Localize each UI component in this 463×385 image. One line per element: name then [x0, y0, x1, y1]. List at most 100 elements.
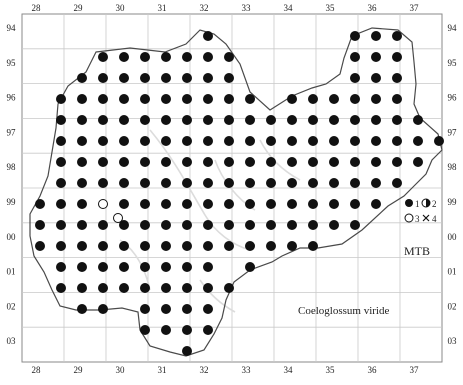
- y-axis-label: 98: [7, 162, 17, 172]
- occurrence-dot: [392, 73, 402, 83]
- occurrence-dot: [77, 262, 87, 272]
- occurrence-dot: [140, 325, 150, 335]
- x-axis-label: 32: [200, 3, 209, 13]
- occurrence-dot: [56, 94, 66, 104]
- occurrence-dot: [161, 94, 171, 104]
- occurrence-dot: [371, 73, 381, 83]
- occurrence-dot: [308, 220, 318, 230]
- occurrence-dot: [392, 94, 402, 104]
- y-axis-label: 02: [7, 301, 16, 311]
- occurrence-dot: [119, 241, 129, 251]
- occurrence-dot: [245, 157, 255, 167]
- occurrence-dot: [98, 52, 108, 62]
- occurrence-dot: [161, 304, 171, 314]
- occurrence-dot: [287, 199, 297, 209]
- occurrence-dot: [98, 73, 108, 83]
- occurrence-dot: [161, 241, 171, 251]
- occurrence-dot: [203, 73, 213, 83]
- occurrence-dot: [119, 136, 129, 146]
- occurrence-dot: [119, 199, 129, 209]
- occurrence-dot: [287, 157, 297, 167]
- occurrence-dot: [203, 157, 213, 167]
- occurrence-dot: [77, 73, 87, 83]
- occurrence-dot: [77, 94, 87, 104]
- occurrence-dot: [329, 199, 339, 209]
- occurrence-dot: [287, 136, 297, 146]
- legend-symbol-1: [405, 199, 413, 207]
- occurrence-dot: [182, 325, 192, 335]
- occurrence-dot: [245, 178, 255, 188]
- occurrence-dot: [140, 157, 150, 167]
- occurrence-dot: [56, 220, 66, 230]
- occurrence-dot: [266, 178, 276, 188]
- occurrence-dot: [308, 115, 318, 125]
- occurrence-dot: [140, 220, 150, 230]
- occurrence-dot: [371, 136, 381, 146]
- legend-label-4: 4: [432, 214, 437, 224]
- occurrence-dot: [161, 136, 171, 146]
- occurrence-dot: [56, 283, 66, 293]
- occurrence-dot: [140, 178, 150, 188]
- occurrence-dot: [392, 157, 402, 167]
- occurrence-dot: [203, 94, 213, 104]
- occurrence-dot: [371, 31, 381, 41]
- occurrence-dot: [56, 262, 66, 272]
- occurrence-dot: [119, 94, 129, 104]
- y-axis-label: 94: [448, 23, 458, 33]
- occurrence-dot: [413, 115, 423, 125]
- occurrence-dot: [98, 304, 108, 314]
- occurrence-dot: [329, 115, 339, 125]
- occurrence-dot: [119, 115, 129, 125]
- legend-label-1: 1: [415, 199, 420, 209]
- occurrence-dot: [203, 52, 213, 62]
- occurrence-dot: [224, 178, 234, 188]
- occurrence-dot: [56, 136, 66, 146]
- y-axis-label: 94: [7, 23, 17, 33]
- occurrence-dot: [35, 220, 45, 230]
- occurrence-dot: [182, 220, 192, 230]
- occurrence-dot: [329, 178, 339, 188]
- occurrence-dot: [224, 220, 234, 230]
- occurrence-dot: [371, 178, 381, 188]
- occurrence-dot: [287, 94, 297, 104]
- occurrence-dot: [371, 52, 381, 62]
- y-axis-label: 03: [448, 336, 458, 346]
- legend-symbol-3: [404, 213, 414, 223]
- occurrence-dot: [56, 115, 66, 125]
- y-axis-label: 02: [448, 301, 457, 311]
- occurrence-dot: [119, 52, 129, 62]
- occurrence-dot: [371, 199, 381, 209]
- legend-symbol-2-half: [426, 199, 430, 207]
- occurrence-dot: [140, 241, 150, 251]
- occurrence-dot: [308, 178, 318, 188]
- occurrence-dot: [98, 241, 108, 251]
- occurrence-dot: [35, 199, 45, 209]
- occurrence-dot: [350, 31, 360, 41]
- y-axis-label: 96: [448, 93, 458, 103]
- x-axis-label: 28: [32, 365, 42, 375]
- occurrence-dot: [140, 262, 150, 272]
- x-axis-label: 29: [74, 365, 84, 375]
- occurrence-dot: [35, 241, 45, 251]
- occurrence-dot: [140, 283, 150, 293]
- occurrence-dot: [56, 241, 66, 251]
- y-axis-labels-right: 94 95 96 97 98 99 00 01 02 03: [448, 23, 458, 346]
- occurrence-dot: [140, 304, 150, 314]
- occurrence-dot: [77, 157, 87, 167]
- legend: 1 2 3 4: [404, 198, 437, 224]
- occurrence-dot: [308, 94, 318, 104]
- y-axis-labels-left: 94 95 96 97 98 99 00 01 02 03: [7, 23, 17, 346]
- occurrence-dot: [224, 136, 234, 146]
- occurrence-dot: [392, 31, 402, 41]
- region-outline: [29, 27, 443, 357]
- occurrence-dot: [182, 346, 192, 356]
- occurrence-dot: [119, 220, 129, 230]
- species-label: Coeloglossum viride: [298, 305, 389, 317]
- occurrence-dot: [161, 220, 171, 230]
- occurrence-dot: [287, 220, 297, 230]
- occurrence-dot: [98, 220, 108, 230]
- y-axis-label: 95: [448, 58, 458, 68]
- x-axis-label: 36: [368, 365, 378, 375]
- occurrence-dot: [182, 199, 192, 209]
